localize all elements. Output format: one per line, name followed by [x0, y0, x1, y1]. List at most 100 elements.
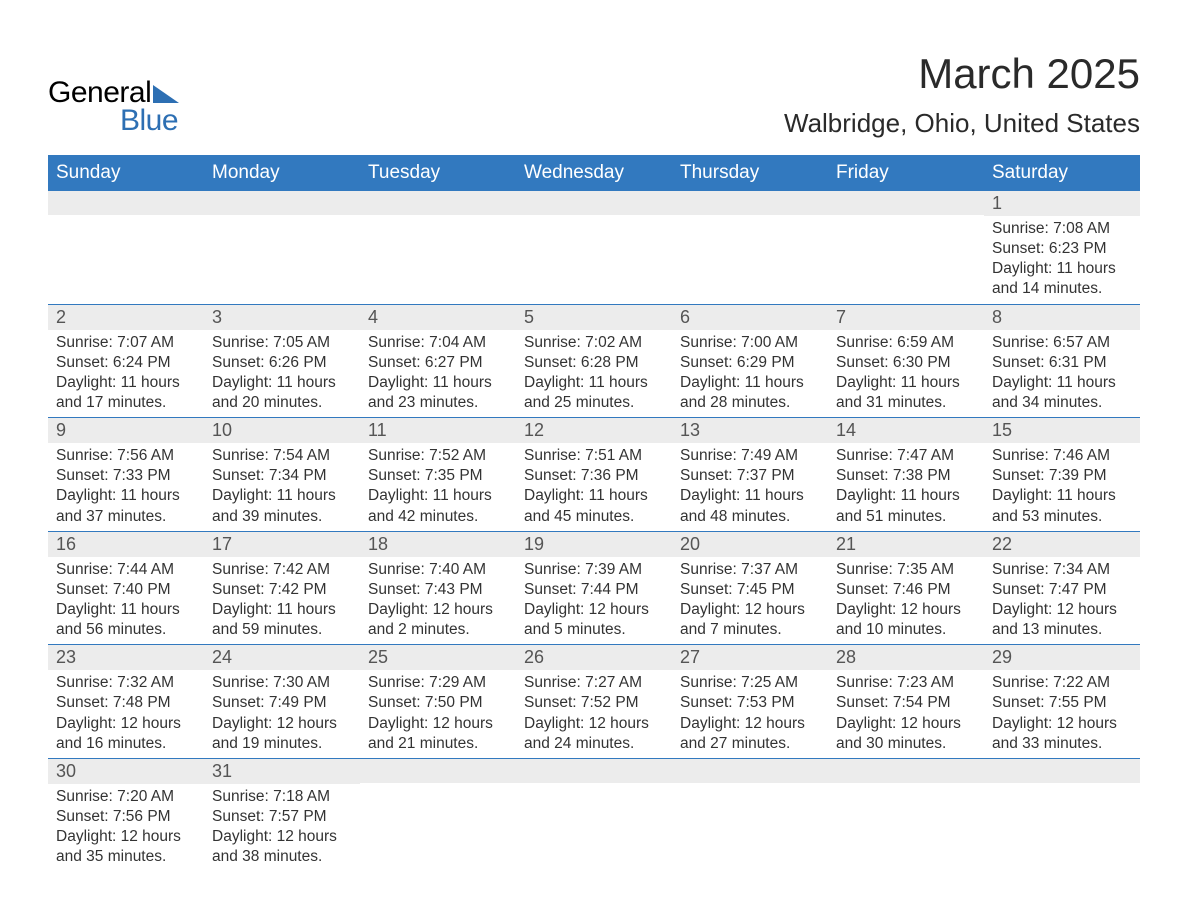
day-number	[516, 759, 672, 783]
calendar-day-cell: 18Sunrise: 7:40 AMSunset: 7:43 PMDayligh…	[360, 531, 516, 645]
day-sunrise: Sunrise: 7:56 AM	[56, 446, 196, 466]
day-sunrise: Sunrise: 6:57 AM	[992, 333, 1132, 353]
day-sunrise: Sunrise: 7:35 AM	[836, 560, 976, 580]
day-number: 11	[360, 418, 516, 443]
day-number	[672, 759, 828, 783]
day-dl2: and 7 minutes.	[680, 620, 820, 640]
day-sunset: Sunset: 6:30 PM	[836, 353, 976, 373]
day-sunrise: Sunrise: 7:54 AM	[212, 446, 352, 466]
day-dl1: Daylight: 12 hours	[524, 600, 664, 620]
logo-triangle-icon	[153, 85, 179, 103]
day-sunset: Sunset: 7:48 PM	[56, 693, 196, 713]
day-dl2: and 34 minutes.	[992, 393, 1132, 413]
day-sunset: Sunset: 7:46 PM	[836, 580, 976, 600]
day-sunrise: Sunrise: 7:40 AM	[368, 560, 508, 580]
day-dl2: and 39 minutes.	[212, 507, 352, 527]
day-number: 21	[828, 532, 984, 557]
day-dl1: Daylight: 11 hours	[680, 486, 820, 506]
calendar-day-cell: 5Sunrise: 7:02 AMSunset: 6:28 PMDaylight…	[516, 304, 672, 418]
day-number: 5	[516, 305, 672, 330]
day-dl1: Daylight: 11 hours	[368, 486, 508, 506]
day-number: 9	[48, 418, 204, 443]
day-dl2: and 51 minutes.	[836, 507, 976, 527]
day-dl2: and 42 minutes.	[368, 507, 508, 527]
day-sunset: Sunset: 6:27 PM	[368, 353, 508, 373]
calendar-week-row: 23Sunrise: 7:32 AMSunset: 7:48 PMDayligh…	[48, 645, 1140, 759]
calendar-day-cell: 12Sunrise: 7:51 AMSunset: 7:36 PMDayligh…	[516, 418, 672, 532]
day-sunrise: Sunrise: 7:04 AM	[368, 333, 508, 353]
day-sunset: Sunset: 7:49 PM	[212, 693, 352, 713]
day-content: Sunrise: 7:49 AMSunset: 7:37 PMDaylight:…	[672, 443, 828, 531]
day-number: 13	[672, 418, 828, 443]
day-sunrise: Sunrise: 7:08 AM	[992, 219, 1132, 239]
day-content: Sunrise: 7:27 AMSunset: 7:52 PMDaylight:…	[516, 670, 672, 758]
day-content: Sunrise: 7:46 AMSunset: 7:39 PMDaylight:…	[984, 443, 1140, 531]
calendar-day-cell: 17Sunrise: 7:42 AMSunset: 7:42 PMDayligh…	[204, 531, 360, 645]
day-dl1: Daylight: 11 hours	[524, 373, 664, 393]
day-dl1: Daylight: 12 hours	[368, 714, 508, 734]
day-dl1: Daylight: 11 hours	[836, 486, 976, 506]
day-dl2: and 24 minutes.	[524, 734, 664, 754]
day-dl1: Daylight: 12 hours	[212, 714, 352, 734]
day-dl1: Daylight: 12 hours	[524, 714, 664, 734]
day-sunset: Sunset: 7:53 PM	[680, 693, 820, 713]
day-sunrise: Sunrise: 7:34 AM	[992, 560, 1132, 580]
day-sunrise: Sunrise: 7:32 AM	[56, 673, 196, 693]
day-number	[204, 191, 360, 215]
day-content	[828, 215, 984, 295]
day-sunset: Sunset: 6:26 PM	[212, 353, 352, 373]
calendar-day-cell: 24Sunrise: 7:30 AMSunset: 7:49 PMDayligh…	[204, 645, 360, 759]
day-sunset: Sunset: 7:52 PM	[524, 693, 664, 713]
calendar-day-cell: 2Sunrise: 7:07 AMSunset: 6:24 PMDaylight…	[48, 304, 204, 418]
calendar-day-cell: 8Sunrise: 6:57 AMSunset: 6:31 PMDaylight…	[984, 304, 1140, 418]
weekday-header: Thursday	[672, 156, 828, 191]
day-content	[828, 783, 984, 843]
day-sunset: Sunset: 7:57 PM	[212, 807, 352, 827]
day-number: 29	[984, 645, 1140, 670]
day-dl2: and 45 minutes.	[524, 507, 664, 527]
day-sunrise: Sunrise: 7:42 AM	[212, 560, 352, 580]
calendar-day-cell: 7Sunrise: 6:59 AMSunset: 6:30 PMDaylight…	[828, 304, 984, 418]
day-sunrise: Sunrise: 7:22 AM	[992, 673, 1132, 693]
calendar-table: Sunday Monday Tuesday Wednesday Thursday…	[48, 155, 1140, 871]
calendar-week-row: 9Sunrise: 7:56 AMSunset: 7:33 PMDaylight…	[48, 418, 1140, 532]
day-dl1: Daylight: 12 hours	[368, 600, 508, 620]
day-sunset: Sunset: 7:37 PM	[680, 466, 820, 486]
day-dl2: and 21 minutes.	[368, 734, 508, 754]
day-dl2: and 27 minutes.	[680, 734, 820, 754]
day-sunrise: Sunrise: 7:29 AM	[368, 673, 508, 693]
day-sunset: Sunset: 7:43 PM	[368, 580, 508, 600]
day-dl2: and 31 minutes.	[836, 393, 976, 413]
calendar-day-cell: 6Sunrise: 7:00 AMSunset: 6:29 PMDaylight…	[672, 304, 828, 418]
day-content: Sunrise: 7:00 AMSunset: 6:29 PMDaylight:…	[672, 330, 828, 418]
day-number: 16	[48, 532, 204, 557]
header: General Blue March 2025 Walbridge, Ohio,…	[48, 50, 1140, 149]
day-content: Sunrise: 7:22 AMSunset: 7:55 PMDaylight:…	[984, 670, 1140, 758]
day-content: Sunrise: 7:30 AMSunset: 7:49 PMDaylight:…	[204, 670, 360, 758]
day-content: Sunrise: 7:39 AMSunset: 7:44 PMDaylight:…	[516, 557, 672, 645]
day-dl1: Daylight: 12 hours	[992, 600, 1132, 620]
day-dl1: Daylight: 11 hours	[212, 600, 352, 620]
day-number: 3	[204, 305, 360, 330]
day-sunset: Sunset: 7:40 PM	[56, 580, 196, 600]
day-number: 19	[516, 532, 672, 557]
day-sunrise: Sunrise: 7:18 AM	[212, 787, 352, 807]
day-sunset: Sunset: 7:36 PM	[524, 466, 664, 486]
day-number: 25	[360, 645, 516, 670]
day-content: Sunrise: 7:54 AMSunset: 7:34 PMDaylight:…	[204, 443, 360, 531]
calendar-week-row: 1Sunrise: 7:08 AMSunset: 6:23 PMDaylight…	[48, 191, 1140, 305]
calendar-day-cell	[48, 191, 204, 305]
calendar-day-cell: 19Sunrise: 7:39 AMSunset: 7:44 PMDayligh…	[516, 531, 672, 645]
day-content: Sunrise: 7:02 AMSunset: 6:28 PMDaylight:…	[516, 330, 672, 418]
day-sunrise: Sunrise: 7:47 AM	[836, 446, 976, 466]
day-number: 17	[204, 532, 360, 557]
calendar-day-cell: 15Sunrise: 7:46 AMSunset: 7:39 PMDayligh…	[984, 418, 1140, 532]
day-content: Sunrise: 7:35 AMSunset: 7:46 PMDaylight:…	[828, 557, 984, 645]
day-sunrise: Sunrise: 7:44 AM	[56, 560, 196, 580]
day-dl1: Daylight: 12 hours	[836, 600, 976, 620]
weekday-header: Wednesday	[516, 156, 672, 191]
day-dl2: and 17 minutes.	[56, 393, 196, 413]
day-dl2: and 25 minutes.	[524, 393, 664, 413]
day-number: 7	[828, 305, 984, 330]
day-sunrise: Sunrise: 7:27 AM	[524, 673, 664, 693]
